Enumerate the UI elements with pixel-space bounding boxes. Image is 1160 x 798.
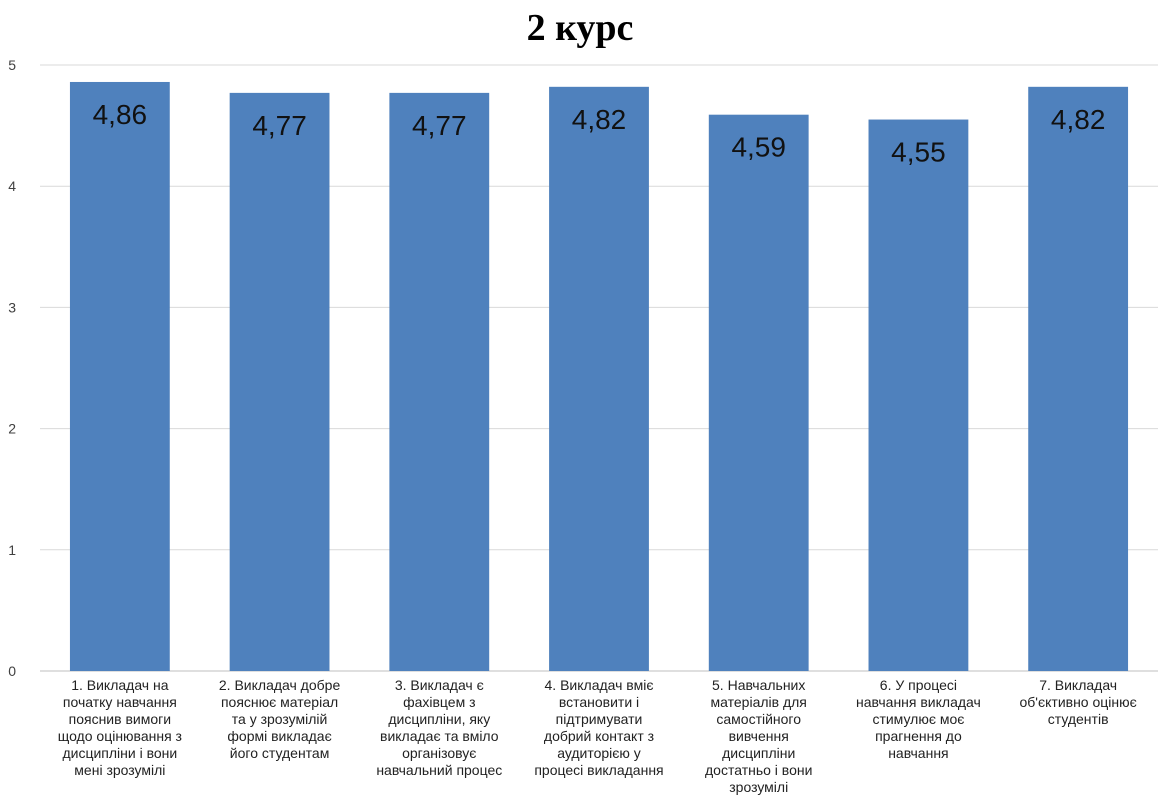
bar (708, 114, 809, 671)
data-label: 4,77 (252, 110, 307, 141)
category-label-line: та у зрозумілій (232, 711, 328, 727)
category-label-line: об'єктивно оцінює (1020, 694, 1137, 710)
category-label-line: 7. Викладач (1039, 677, 1117, 693)
bars (69, 81, 1129, 672)
category-label: 6. У процесі навчання викладач стимулює мо… (856, 677, 981, 761)
y-tick-label: 0 (8, 663, 16, 679)
category-label-line: стимулює моє (872, 711, 964, 727)
category-label-line: 4. Викладач вміє (545, 677, 654, 693)
category-label-line: підтримувати (556, 711, 643, 727)
data-label: 4,55 (891, 137, 946, 168)
category-label-line: студентів (1048, 711, 1109, 727)
category-label-line: 3. Викладач є (395, 677, 484, 693)
category-label-line: 6. У процесі (880, 677, 957, 693)
bar (868, 119, 969, 672)
y-tick-label: 5 (8, 57, 16, 73)
category-label: 3. Викладач є фахівцем з дисципліни, яку ви… (376, 677, 502, 778)
data-labels: 4,86 4,77 4,77 4,82 4,59 4,55 4,82 (93, 99, 1106, 168)
chart-title: 2 курс (527, 7, 634, 49)
y-tick-label: 4 (8, 178, 16, 194)
category-label-line: встановити і (559, 694, 639, 710)
y-tick-label: 1 (8, 542, 16, 558)
data-label: 4,82 (1051, 104, 1106, 135)
category-label-line: достатньо і вони (705, 762, 812, 778)
category-label-line: навчання викладач (856, 694, 981, 710)
category-label-line: 1. Викладач на (71, 677, 169, 693)
category-label-line: фахівцем з (403, 694, 475, 710)
category-label-line: зрозумілі (729, 779, 788, 795)
category-label-line: матеріалів для (711, 694, 807, 710)
data-label: 4,86 (93, 99, 148, 130)
category-label-line: вивчення (729, 728, 789, 744)
category-label-line: дисципліни (722, 745, 795, 761)
category-label: 7. Викладач об'єктивно оцінює студентів (1020, 677, 1137, 727)
category-label: 1. Викладач на початку навчання пояснив ви… (58, 677, 182, 778)
category-label-line: дисципліни, яку (388, 711, 490, 727)
y-axis-ticks: 0 1 2 3 4 5 (8, 57, 16, 679)
data-label: 4,59 (731, 132, 786, 163)
y-tick-label: 3 (8, 299, 16, 315)
category-label-line: початку навчання (63, 694, 177, 710)
category-label-line: процесі викладання (534, 762, 663, 778)
category-label-line: пояснив вимоги (69, 711, 171, 727)
category-label-line: добрий контакт з (544, 728, 654, 744)
category-label-line: навчальний процес (376, 762, 502, 778)
bar (229, 92, 330, 672)
category-label-line: аудиторією у (557, 745, 641, 761)
category-label-line: самостійного (716, 711, 801, 727)
category-label-line: навчання (888, 745, 948, 761)
category-label: 2. Викладач добре пояснює матеріал та у зр… (219, 677, 341, 761)
bar (549, 86, 649, 672)
category-label-line: формі викладає (227, 728, 331, 744)
y-tick-label: 2 (8, 421, 16, 437)
category-label-line: 2. Викладач добре (219, 677, 341, 693)
category-label-line: мені зрозумілі (74, 762, 165, 778)
category-label: 4. Викладач вміє встановити і підтримувати… (534, 677, 663, 778)
category-label-line: дисципліни і вони (62, 745, 177, 761)
category-label-line: прагнення до (875, 728, 962, 744)
bar (1028, 86, 1129, 672)
category-label-line: щодо оцінювання з (58, 728, 182, 744)
bar (69, 81, 170, 671)
category-label-line: 5. Навчальних (712, 677, 805, 693)
category-labels: 1. Викладач на початку навчання пояснив ви… (58, 677, 1137, 795)
category-label: 5. Навчальних матеріалів для самостійного в… (705, 677, 812, 795)
category-label-line: організовує (402, 745, 476, 761)
category-label-line: пояснює матеріал (221, 694, 338, 710)
category-label-line: його студентам (230, 745, 330, 761)
data-label: 4,82 (572, 104, 627, 135)
bar (389, 92, 490, 672)
data-label: 4,77 (412, 110, 467, 141)
category-label-line: викладає та вміло (380, 728, 499, 744)
